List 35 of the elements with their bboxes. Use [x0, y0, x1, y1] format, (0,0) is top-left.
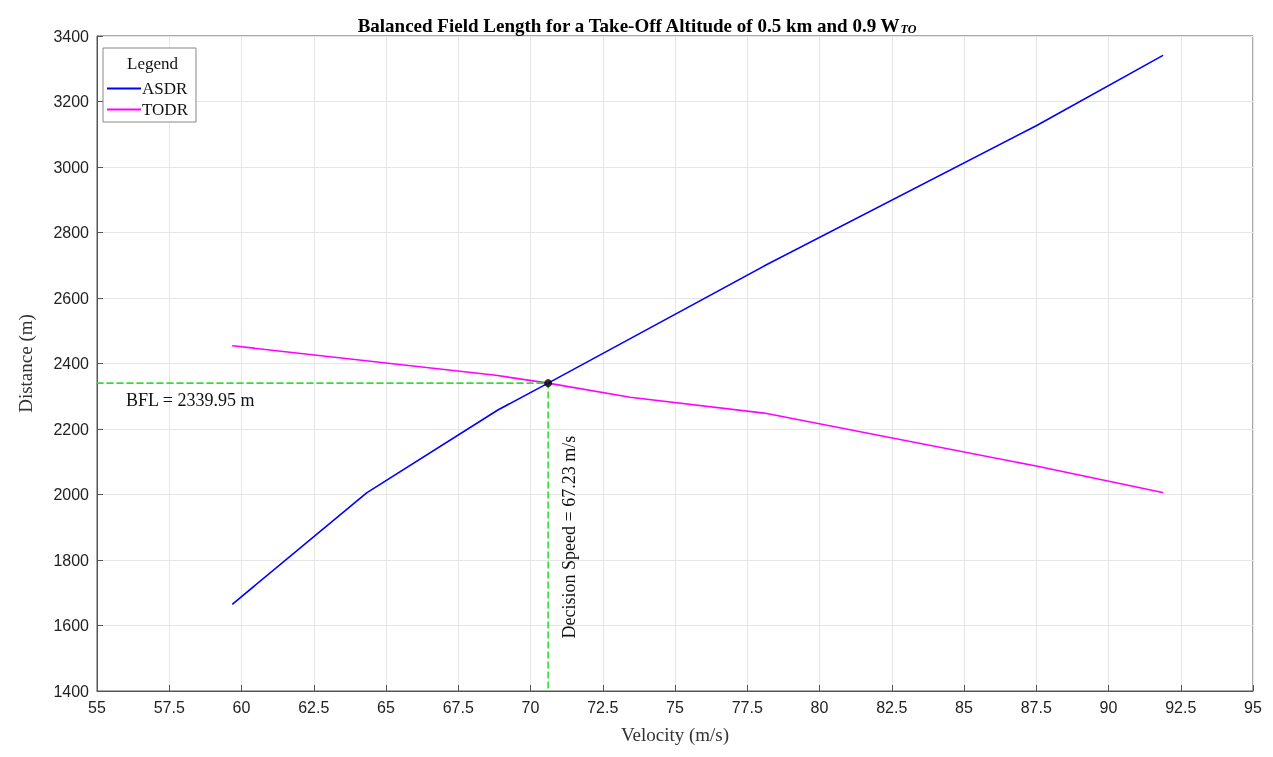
x-tick-label: 82.5	[876, 698, 908, 716]
y-tick-label: 1400	[53, 682, 90, 700]
x-tick-label: 57.5	[153, 698, 185, 716]
x-tick-label: 85	[955, 698, 973, 716]
y-tick-label: 2600	[53, 289, 90, 307]
annotation: Decision Speed = 67.23 m/s	[559, 435, 580, 639]
x-tick-label: 92.5	[1165, 698, 1197, 716]
x-tick-label: 95	[1244, 698, 1262, 716]
x-tick-label: 65	[377, 698, 395, 716]
x-tick-label: 62.5	[298, 698, 330, 716]
x-tick-label: 75	[666, 698, 684, 716]
x-tick-label: 90	[1099, 698, 1118, 716]
x-tick-label: 67.5	[442, 698, 474, 716]
x-tick-label: 87.5	[1020, 698, 1052, 716]
y-axis-title: Distance (m)	[15, 314, 37, 413]
x-tick-label: 70	[521, 698, 540, 716]
y-tick-label: 2200	[53, 420, 90, 438]
annotation: BFL = 2339.95 m	[125, 390, 255, 411]
y-tick-label: 3400	[53, 27, 90, 45]
x-tick-label: 72.5	[587, 698, 619, 716]
legend-title: Legend	[127, 53, 179, 73]
x-tick-label: 77.5	[731, 698, 763, 716]
x-tick-label: 55	[88, 698, 106, 716]
x-tick-label: 60	[232, 698, 251, 716]
y-tick-label: 1800	[53, 551, 90, 569]
y-tick-label: 2400	[53, 355, 90, 372]
legend-label: ASDR	[142, 79, 189, 98]
y-tick-label: 3200	[53, 93, 90, 110]
y-tick-label: 2800	[53, 224, 90, 241]
x-axis-title: Velocity (m/s)	[620, 724, 730, 746]
y-tick-label: 2000	[53, 486, 90, 503]
legend-label: TODR	[142, 100, 189, 119]
y-tick-label: 3000	[53, 158, 90, 176]
y-tick-label: 1600	[53, 617, 90, 634]
x-tick-label: 80	[810, 698, 829, 716]
